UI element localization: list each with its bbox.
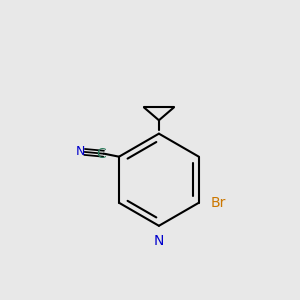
Text: N: N <box>154 234 164 248</box>
Text: Br: Br <box>211 196 226 210</box>
Text: C: C <box>96 147 106 161</box>
Text: N: N <box>76 145 86 158</box>
